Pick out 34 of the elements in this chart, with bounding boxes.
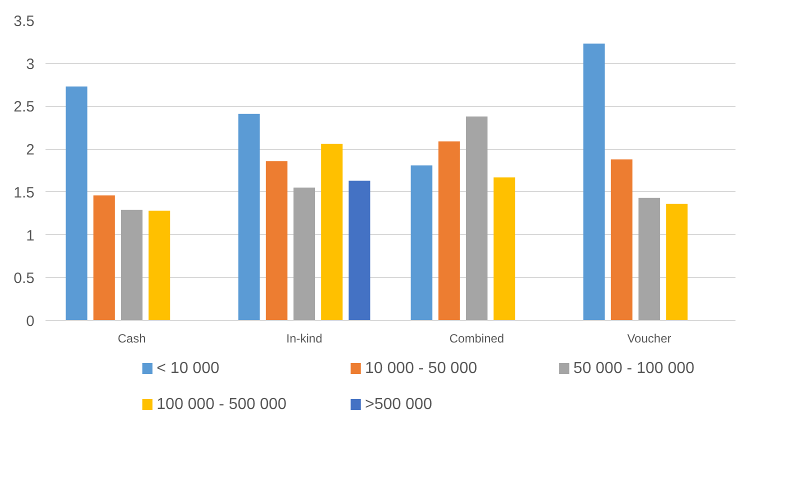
y-tick-label: 1.5 (14, 184, 35, 202)
y-tick-label: 0 (26, 313, 34, 330)
legend-label: 100 000 - 500 000 (156, 396, 287, 413)
bar (266, 161, 288, 320)
y-tick-label: 0.5 (14, 270, 35, 288)
bar (438, 141, 460, 320)
y-tick-label: 1 (26, 227, 34, 244)
bar (410, 165, 432, 320)
bar (148, 210, 170, 320)
x-tick-label: In-kind (286, 332, 322, 346)
legend-label: 10 000 - 50 000 (365, 360, 478, 377)
bar (494, 177, 516, 320)
bar (93, 195, 115, 320)
y-tick-label: 2.5 (14, 98, 35, 116)
x-tick-label: Combined (449, 332, 504, 346)
bar (638, 198, 660, 320)
x-tick-label: Voucher (627, 332, 672, 346)
bar (321, 144, 343, 320)
bar (66, 86, 88, 320)
bar (466, 116, 488, 320)
bar (666, 204, 688, 320)
y-tick-label: 2 (26, 142, 34, 159)
legend-label: < 10 000 (156, 360, 220, 377)
bar (610, 159, 632, 320)
y-tick-label: 3.5 (14, 13, 35, 30)
bar (120, 210, 143, 320)
legend-label: >500 000 (365, 396, 432, 413)
y-tick-label: 3 (26, 56, 34, 73)
legend-label: 50 000 - 100 000 (573, 360, 695, 377)
bar (238, 114, 260, 320)
bar (583, 44, 605, 320)
x-tick-label: Cash (118, 332, 146, 346)
bar (348, 180, 370, 320)
bar (293, 188, 316, 320)
